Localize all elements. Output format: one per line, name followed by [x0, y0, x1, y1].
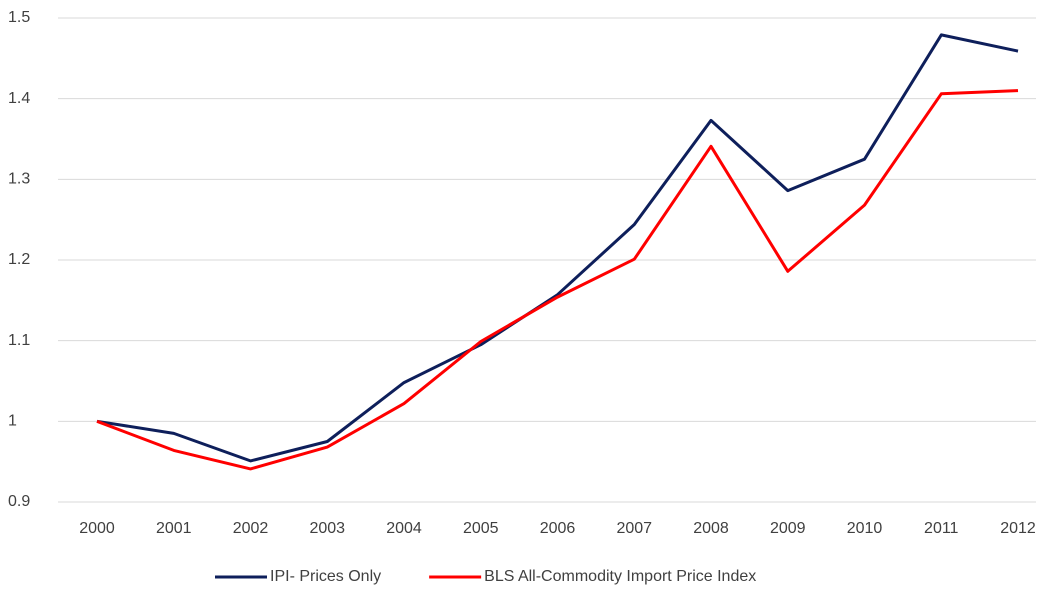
x-tick-label: 2000: [79, 520, 115, 537]
y-tick-label: 1.4: [8, 90, 30, 107]
x-tick-label: 2012: [1000, 520, 1036, 537]
x-tick-label: 2005: [463, 520, 499, 537]
x-tick-label: 2004: [386, 520, 422, 537]
legend-label: BLS All-Commodity Import Price Index: [484, 568, 756, 585]
x-tick-label: 2008: [693, 520, 729, 537]
x-tick-label: 2011: [924, 520, 959, 537]
x-tick-label: 2007: [616, 520, 652, 537]
x-tick-label: 2009: [770, 520, 806, 537]
series-line: [96, 33, 1019, 463]
y-tick-label: 0.9: [8, 493, 30, 510]
x-tick-label: 2006: [540, 520, 576, 537]
x-tick-label: 2003: [309, 520, 345, 537]
legend-label: IPI- Prices Only: [270, 568, 381, 585]
series-line: [96, 89, 1019, 471]
y-tick-label: 1: [8, 413, 17, 430]
y-tick-label: 1.3: [8, 171, 30, 188]
x-tick-label: 2001: [156, 520, 192, 537]
x-tick-label: 2002: [233, 520, 269, 537]
x-tick-label: 2010: [847, 520, 883, 537]
y-tick-label: 1.5: [8, 9, 30, 26]
y-tick-label: 1.1: [8, 332, 30, 349]
y-tick-label: 1.2: [8, 251, 30, 268]
